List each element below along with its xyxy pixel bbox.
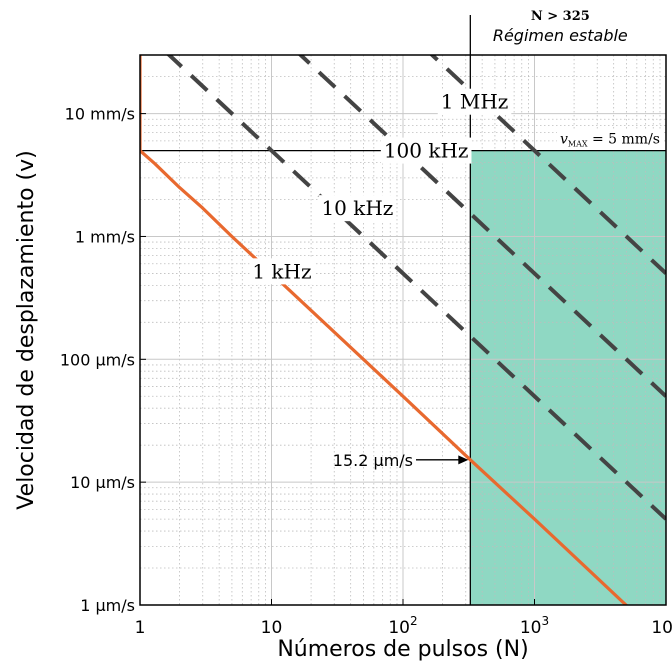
annotation-point-label: 15.2 µm/s — [333, 451, 413, 470]
y-tick-label-1: 1 µm/s — [80, 596, 135, 615]
series-label-3: 100 kHz — [384, 139, 469, 163]
series-line-4 — [429, 55, 666, 275]
stable-regime-title: Régimen estable — [493, 26, 628, 45]
series-label-background — [437, 88, 512, 115]
series-label-background — [249, 258, 315, 285]
vmax-label-background — [556, 130, 663, 150]
x-axis-label: Números de pulsos (N) — [277, 637, 528, 662]
series-label-1: 1 kHz — [252, 259, 311, 283]
series-label-background — [380, 137, 472, 164]
y-tick-label-5: 10 mm/s — [65, 105, 135, 124]
series-label-4: 1 MHz — [441, 90, 509, 114]
stable-regime-condition: N > 325 — [531, 9, 590, 24]
series-label-background — [318, 195, 397, 222]
y-tick-label-3: 100 µm/s — [60, 350, 135, 369]
annotation-arrow-head — [458, 455, 469, 465]
x-tick-label-1: 1 — [135, 618, 146, 638]
y-tick-label-2: 10 µm/s — [70, 473, 135, 492]
x-tick-label-2: 10 — [261, 618, 283, 638]
stable-region — [470, 150, 666, 605]
vmax-label: vMAX = 5 mm/s — [560, 132, 660, 149]
x-tick-label-5: 104 — [651, 614, 672, 638]
y-tick-label-4: 1 mm/s — [75, 227, 135, 246]
series-line-2 — [166, 55, 666, 521]
series-label-2: 10 kHz — [321, 196, 393, 220]
y-axis-label: Velocidad de desplazamiento (v) — [14, 150, 39, 509]
x-tick-label-4: 103 — [520, 614, 549, 638]
series-line-1 — [140, 149, 629, 605]
x-tick-label-3: 102 — [388, 614, 417, 638]
